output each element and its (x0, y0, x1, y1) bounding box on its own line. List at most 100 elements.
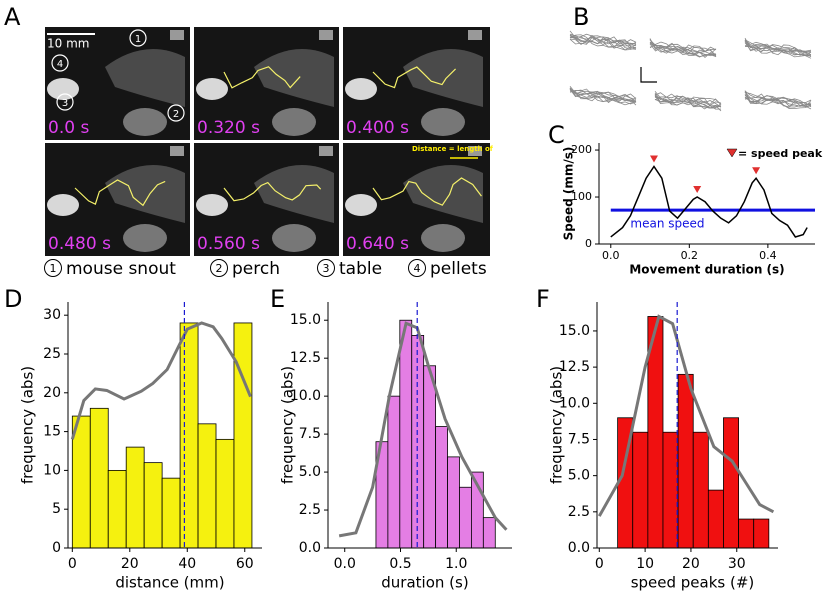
bar (459, 486, 472, 549)
frame-time: 0.400 s (346, 118, 409, 138)
trace (744, 95, 812, 106)
y-tick-label: 7.5 (568, 431, 590, 447)
x-tick-label: 60 (236, 556, 254, 572)
pellet-blob (345, 194, 377, 216)
marker-circle (51, 54, 69, 72)
trajectory (223, 181, 322, 202)
legend-label: mouse snout (66, 259, 176, 279)
trajectory (372, 66, 456, 89)
marker-circle (167, 104, 185, 122)
bar (753, 518, 770, 549)
bar (447, 456, 460, 549)
bar (435, 426, 448, 549)
peak-marker (752, 167, 761, 175)
trace (744, 97, 812, 106)
mouse-body (254, 165, 334, 223)
perch-blob (123, 224, 167, 252)
legend-circle (44, 259, 62, 277)
corner-light (468, 146, 482, 156)
trace (569, 30, 637, 51)
trace (654, 92, 722, 109)
bar (107, 469, 127, 549)
x-tick-label: 10 (636, 556, 654, 572)
bar (723, 417, 739, 549)
x-tick-label: 30 (728, 556, 746, 572)
y-tick-label: 30 (43, 307, 61, 323)
trace (649, 41, 717, 57)
legend-circle (408, 259, 426, 277)
bar (161, 477, 181, 549)
y-tick-label: 2.5 (568, 504, 590, 520)
bar (399, 319, 413, 549)
perch-blob (272, 224, 316, 252)
scale-bar-label: 10 mm (47, 37, 89, 51)
pellet-blob (345, 78, 377, 100)
x-axis-label: Movement duration (s) (629, 263, 784, 277)
marker-number: 1 (135, 34, 141, 45)
corner-light (319, 146, 333, 156)
x-axis-label: speed peaks (#) (631, 574, 755, 592)
y-tick-label: 25 (43, 346, 61, 362)
y-axis-label: frequency (abs) (548, 366, 566, 484)
perch-blob (421, 108, 465, 136)
bar (143, 462, 163, 549)
frame-annotation: Distance = length of (412, 145, 494, 153)
trace (569, 37, 637, 47)
trace (649, 41, 717, 58)
trace (569, 88, 637, 102)
y-axis-label: Speed (mm/s) (562, 147, 576, 241)
y-tick-label: 0.0 (299, 540, 321, 556)
panel-letter: B (573, 3, 589, 31)
bar (215, 438, 235, 549)
trace (744, 92, 812, 108)
x-tick-label: 0 (595, 556, 604, 572)
mouse-body (105, 49, 185, 107)
y-tick-label: 2.5 (299, 502, 321, 518)
trace (744, 96, 812, 107)
y-tick-label: 100 (571, 190, 592, 203)
y-tick-label: 200 (571, 143, 592, 156)
frame-time: 0.0 s (48, 118, 89, 138)
x-tick-label: 0.4 (759, 249, 777, 262)
pellet-blob (47, 194, 79, 216)
trace (649, 43, 717, 57)
trace (569, 89, 637, 102)
x-tick-label: 0.0 (602, 249, 620, 262)
y-tick-label: 20 (43, 385, 61, 401)
legend-number: 2 (216, 262, 223, 275)
bar (738, 518, 755, 549)
y-tick-label: 12.5 (559, 359, 590, 375)
trace (744, 39, 812, 56)
x-tick-label: 40 (178, 556, 196, 572)
panel-letter: C (548, 121, 565, 149)
perch-blob (272, 108, 316, 136)
corner-light (170, 146, 184, 156)
trace (649, 39, 717, 56)
bar (707, 489, 724, 549)
legend-circle (210, 259, 228, 277)
y-tick-label: 0 (52, 540, 61, 556)
bar (632, 431, 649, 549)
scale-l (640, 67, 657, 83)
y-tick-label: 0.0 (568, 540, 590, 556)
y-tick-label: 5.0 (299, 464, 321, 480)
x-tick-label: 0.2 (681, 249, 699, 262)
y-tick-label: 10.0 (559, 395, 590, 411)
legend-label: pellets (430, 259, 487, 279)
trace (744, 37, 812, 53)
legend-number: 4 (414, 262, 421, 275)
speed-line (610, 165, 808, 238)
trace (744, 39, 812, 56)
x-tick-label: 20 (121, 556, 139, 572)
bar (692, 431, 709, 549)
pellet-blob (196, 194, 228, 216)
y-tick-label: 15.0 (290, 312, 321, 328)
frame-time: 0.640 s (346, 234, 409, 254)
y-tick-label: 7.5 (299, 426, 321, 442)
x-axis-label: duration (s) (381, 574, 468, 592)
panel-letter: A (4, 3, 21, 31)
peak-marker (649, 155, 658, 163)
corner-light (319, 30, 333, 40)
kde-curve (338, 321, 508, 538)
